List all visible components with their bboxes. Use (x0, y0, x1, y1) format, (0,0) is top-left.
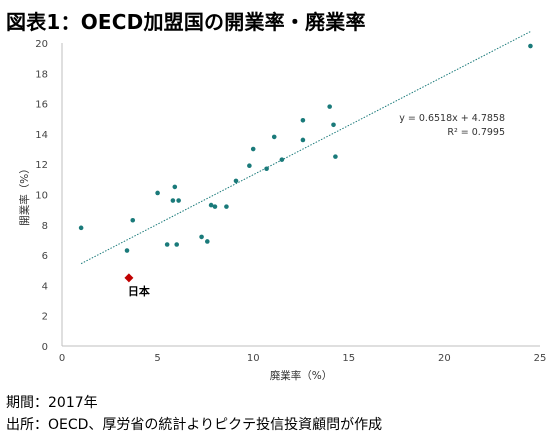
axes (61, 43, 540, 347)
data-point (279, 157, 285, 162)
data-point (176, 198, 181, 203)
data-point (124, 248, 130, 253)
y-tick-label: 4 (42, 281, 48, 292)
y-tick-label: 16 (35, 100, 48, 111)
y-tick-label: 20 (35, 39, 48, 50)
data-point (327, 104, 332, 109)
data-point (199, 234, 204, 240)
x-tick-label: 20 (438, 353, 451, 364)
data-point (130, 217, 136, 223)
x-axis-label: 廃業率（%） (270, 369, 332, 382)
x-tick-label: 15 (342, 353, 355, 364)
data-point (172, 184, 178, 190)
trendline (80, 31, 531, 265)
trendline-r2: R² = 0.7995 (447, 127, 505, 138)
footer-period: 期間：2017年 (6, 395, 98, 411)
data-point (208, 202, 214, 208)
axis-labels: 廃業率（%） 開業率（%） (18, 163, 332, 382)
y-tick-label: 10 (35, 191, 48, 202)
x-tick-label: 25 (534, 353, 547, 364)
data-point (205, 239, 210, 244)
trendline-group: y = 0.6518x + 4.7858 R² = 0.7995 (80, 31, 531, 265)
data-point (300, 117, 306, 123)
y-tick-label: 6 (42, 251, 48, 262)
y-tick-label: 12 (35, 160, 48, 171)
chart-title: 図表1：OECD加盟国の開業率・廃業率 (6, 10, 366, 34)
y-tick-label: 2 (42, 312, 48, 323)
y-tick-label: 8 (42, 221, 48, 232)
tick-labels: 0 2 4 6 8 10 12 14 16 18 20 0 5 10 15 20 25 (35, 39, 546, 364)
data-point (300, 137, 306, 143)
highlight-label: 日本 (128, 284, 150, 298)
data-point (247, 163, 252, 169)
data-point (164, 242, 170, 247)
data-point (333, 154, 338, 159)
trendline-equation: y = 0.6518x + 4.7858 (399, 113, 505, 124)
scatter-chart: 0 2 4 6 8 10 12 14 16 18 20 0 5 10 15 20 25 y = 0.6518x … (18, 31, 546, 382)
y-axis-label: 開業率（%） (18, 163, 31, 225)
x-tick-label: 5 (154, 353, 160, 364)
x-tick-label: 10 (247, 353, 260, 364)
highlight-point-japan (124, 273, 134, 283)
data-point (170, 198, 176, 203)
data-point (224, 204, 229, 209)
data-point (155, 190, 160, 196)
y-tick-label: 0 (42, 342, 48, 353)
data-point (212, 204, 218, 209)
data-point (271, 134, 277, 140)
data-point (264, 166, 269, 172)
data-point (250, 146, 256, 152)
data-point (233, 178, 239, 184)
data-point (528, 43, 533, 49)
data-point (78, 225, 84, 231)
data-point (331, 122, 336, 128)
data-point (174, 242, 180, 247)
data-points (78, 43, 533, 253)
y-tick-label: 18 (35, 69, 48, 80)
x-tick-label: 0 (59, 353, 65, 364)
y-tick-label: 14 (35, 130, 48, 141)
footer-source: 出所：OECD、厚労省の統計よりピクテ投信投資顧問が作成 (6, 417, 383, 433)
highlight-group: 日本 (124, 273, 150, 298)
